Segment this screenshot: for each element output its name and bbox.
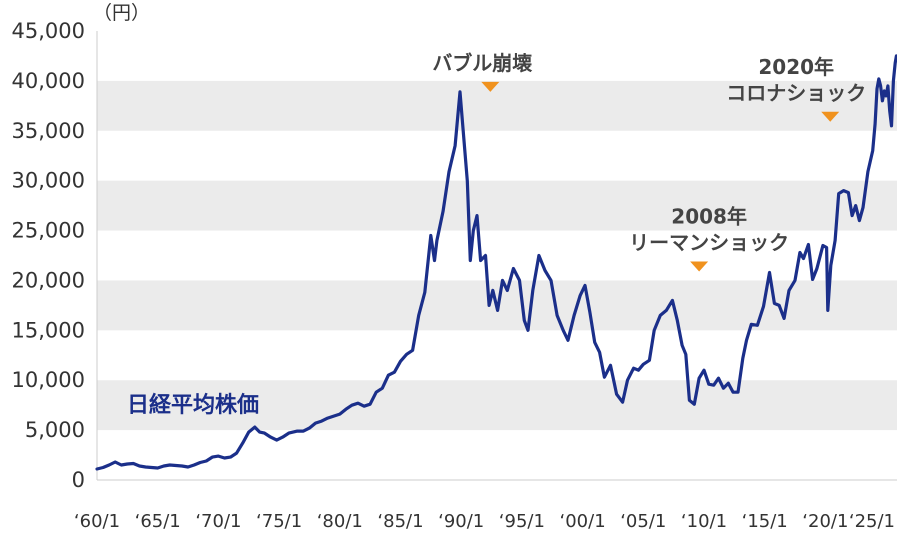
event-marker [481, 81, 500, 92]
y-tick-label: 10,000 [12, 368, 85, 392]
x-tick-label: ‘95/1 [499, 511, 545, 532]
x-tick-label: ‘75/1 [256, 511, 302, 532]
series-label: 日経平均株価 [127, 392, 259, 418]
event-label: コロナショック [726, 81, 866, 105]
y-axis-unit-label: （円） [93, 2, 150, 24]
y-axis-ticks: 0 5,000 10,000 15,000 20,000 25,000 30,000 35,0… [12, 19, 85, 492]
series-line-nikkei [95, 54, 897, 471]
x-tick-label: ‘25/1 [849, 511, 895, 532]
y-tick-label: 25,000 [12, 219, 85, 243]
event-label: 2008年 [671, 204, 747, 228]
x-tick-label: ‘80/1 [317, 511, 363, 532]
grid-band [97, 180, 897, 231]
y-tick-label: 40,000 [12, 69, 85, 93]
x-tick-label: ‘60/1 [74, 511, 120, 532]
event-label: リーマンショック [629, 230, 789, 254]
grid-bands [97, 80, 897, 431]
x-tick-label: ‘65/1 [135, 511, 181, 532]
x-tick-label: ‘00/1 [560, 511, 606, 532]
grid-band [97, 380, 897, 431]
grid-band [97, 80, 897, 131]
x-tick-label: ‘70/1 [195, 511, 241, 532]
y-tick-label: 15,000 [12, 318, 85, 342]
x-tick-label: ‘10/1 [681, 511, 727, 532]
x-axis-ticks: ‘60/1 ‘65/1 ‘70/1 ‘75/1 ‘80/1 ‘85/1 ‘90/1 ‘95/1… [74, 511, 895, 532]
y-tick-label: 35,000 [12, 119, 85, 143]
x-tick-label: ‘20/1 [802, 511, 848, 532]
x-tick-label: ‘05/1 [620, 511, 666, 532]
x-tick-label: ‘15/1 [742, 511, 788, 532]
y-tick-label: 5,000 [25, 418, 85, 442]
event-marker [690, 261, 709, 272]
event-marker [821, 111, 840, 122]
y-tick-label: 0 [72, 468, 85, 492]
event-label: バブル崩壊 [432, 51, 533, 75]
event-label: 2020年 [758, 55, 834, 79]
y-tick-label: 20,000 [12, 268, 85, 292]
x-tick-label: ‘85/1 [377, 511, 423, 532]
y-tick-label: 30,000 [12, 169, 85, 193]
x-tick-label: ‘90/1 [438, 511, 484, 532]
y-tick-label: 45,000 [12, 19, 85, 43]
